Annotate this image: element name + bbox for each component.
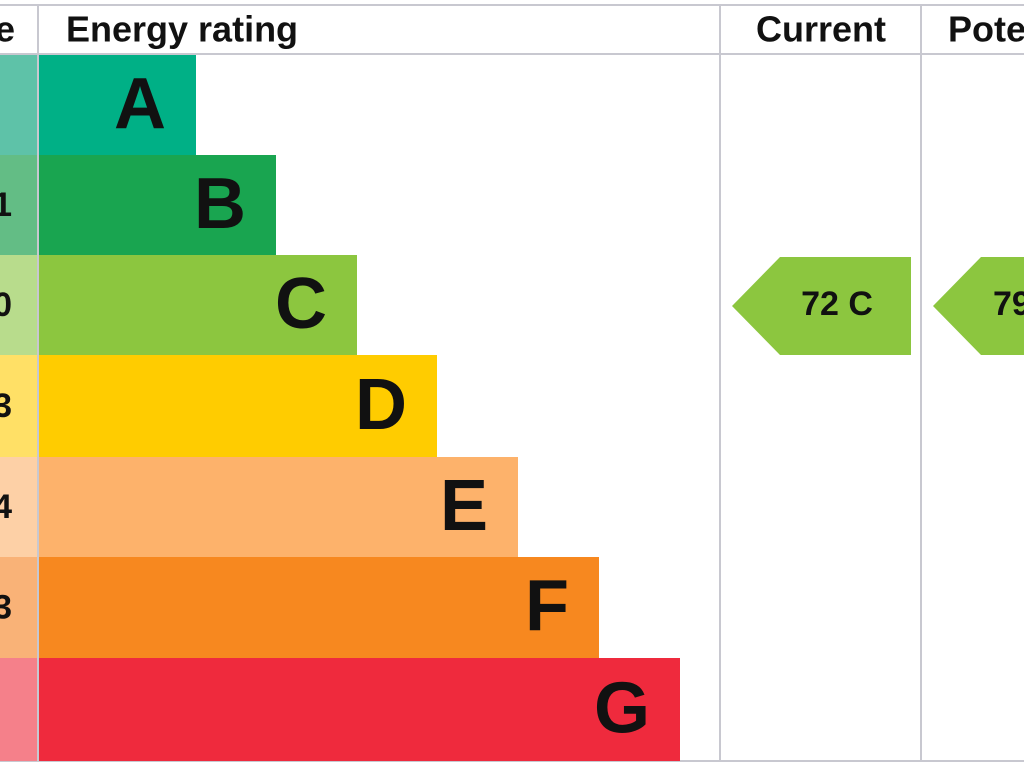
rating-letter: C (275, 264, 327, 344)
rating-rows: AB 1 C 0 D 3 E 4 F 3 G (0, 55, 680, 761)
rating-bar (39, 55, 196, 155)
rating-bar (39, 155, 276, 255)
score-label: 3 (0, 588, 12, 626)
rating-bar (39, 457, 518, 557)
score-cell (0, 155, 37, 255)
rating-bar (39, 255, 357, 355)
score-label: 3 (0, 387, 12, 425)
score-cell (0, 255, 37, 355)
score-cell (0, 355, 37, 457)
header-current: Current (756, 9, 886, 50)
score-cell (0, 658, 37, 761)
rating-bar (39, 658, 680, 761)
rating-letter: F (525, 567, 569, 647)
current-label: 72 C (801, 285, 873, 323)
score-label: 0 (0, 286, 12, 324)
score-label: 1 (0, 186, 12, 224)
rating-bar (39, 355, 437, 457)
potential-label: 79 (993, 285, 1024, 323)
rating-letter: G (594, 669, 650, 749)
score-label: 4 (0, 488, 12, 526)
rating-letter: A (114, 64, 166, 144)
current-arrow (732, 257, 911, 355)
header-potential: Pote (948, 9, 1024, 50)
potential-arrow (933, 257, 1024, 355)
header-score: e (0, 9, 15, 50)
score-cell (0, 457, 37, 557)
rating-bar (39, 557, 599, 658)
rating-letter: E (440, 466, 488, 546)
header-rating: Energy rating (66, 9, 298, 50)
score-cell (0, 557, 37, 658)
rating-letter: D (355, 365, 407, 445)
rating-letter: B (194, 164, 246, 244)
score-cell (0, 55, 37, 155)
